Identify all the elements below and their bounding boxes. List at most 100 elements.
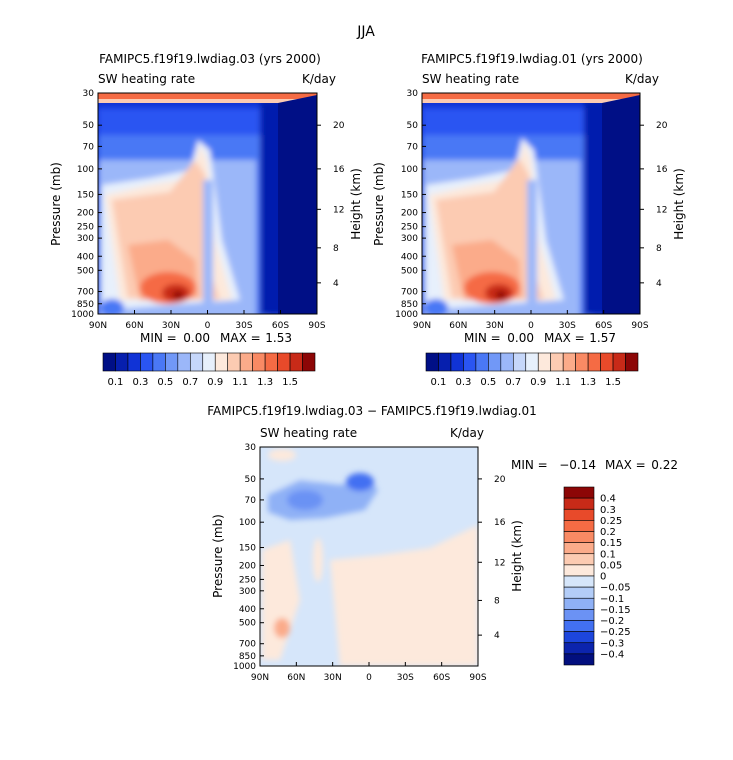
colorbar-label: 0.1	[108, 377, 124, 388]
panel-1-y-right-tick-labels: 20 16 12 8 4	[317, 121, 345, 289]
panel-3-ylabel-right: Height (km)	[510, 520, 524, 591]
x-tick-label: 60S	[595, 321, 612, 331]
panel-3-colorbar: 0.40.30.250.20.150.10.050−0.05−0.1−0.15−…	[563, 486, 631, 666]
panel-1-x-tick-labels: 90N 60N 30N 0 30S 60S 90S	[89, 310, 326, 331]
panel-3-top-left-pink	[268, 449, 296, 461]
panel-1-top-pale-band	[98, 99, 317, 103]
x-tick-label: 90N	[251, 673, 269, 683]
y-right-tick-label: 12	[656, 205, 667, 215]
colorbar-swatch	[425, 352, 439, 372]
panel-1-equator-cold	[203, 180, 213, 314]
panel-2-ylabel-right: Height (km)	[672, 168, 686, 239]
y-tick-label: 700	[77, 288, 94, 298]
colorbar-swatch	[625, 352, 639, 372]
y-tick-label: 300	[401, 234, 418, 244]
colorbar-swatch	[127, 352, 141, 372]
y-tick-label: 70	[245, 496, 257, 506]
colorbar-swatch	[239, 352, 253, 372]
panel-2-top-pale-band	[422, 99, 640, 103]
colorbar-swatch	[475, 352, 489, 372]
y-tick-label: 250	[239, 575, 256, 585]
x-tick-label: 30N	[324, 673, 342, 683]
y-tick-label: 100	[401, 165, 418, 175]
y-right-tick-label: 8	[494, 596, 500, 606]
x-tick-label: 60N	[287, 673, 305, 683]
panel-2: FAMIPC5.f19f19.lwdiag.01 (yrs 2000) SW h…	[372, 52, 686, 388]
colorbar-label: 0.4	[600, 494, 616, 505]
colorbar-swatch	[302, 352, 316, 372]
y-right-tick-label: 12	[494, 558, 505, 568]
colorbar-label: 0.5	[157, 377, 173, 388]
colorbar-swatch	[500, 352, 514, 372]
colorbar-swatch	[563, 575, 595, 588]
colorbar-swatch	[563, 520, 595, 532]
panel-3-upper-blue-core	[287, 490, 323, 510]
y-tick-label: 700	[239, 640, 256, 650]
x-tick-label: 0	[366, 673, 372, 683]
colorbar-swatch	[563, 553, 595, 566]
x-tick-label: 30S	[235, 321, 252, 331]
y-tick-label: 50	[407, 121, 419, 131]
panel-1-deep-south	[278, 95, 317, 314]
figure-title: JJA	[356, 24, 375, 40]
colorbar-label: 0.7	[182, 377, 198, 388]
panel-1-dark-core	[173, 291, 183, 299]
x-tick-label: 90S	[308, 321, 325, 331]
colorbar-swatch	[227, 352, 241, 372]
y-tick-label: 100	[77, 165, 94, 175]
y-tick-label: 150	[401, 190, 418, 200]
colorbar-swatch	[563, 586, 595, 599]
panel-2-polar-blob	[424, 299, 448, 314]
y-tick-label: 1000	[71, 310, 94, 320]
panel-2-heatmap	[422, 93, 640, 314]
colorbar-swatch	[563, 542, 595, 555]
y-tick-label: 400	[401, 252, 418, 262]
panel-1-left-label: SW heating rate	[98, 72, 195, 86]
y-right-tick-label: 16	[656, 165, 668, 175]
y-right-tick-label: 16	[494, 518, 506, 528]
colorbar-label: 0.3	[455, 377, 471, 388]
colorbar-label: −0.2	[600, 616, 624, 627]
panel-2-equator-cold	[527, 180, 537, 314]
colorbar-label: 0.15	[600, 538, 622, 549]
panel-1-right-label: K/day	[302, 72, 336, 86]
colorbar-swatch	[587, 352, 601, 372]
panel-3-pink-streak-1	[313, 538, 323, 582]
colorbar-label: 0	[600, 572, 606, 583]
x-tick-label: 90N	[413, 321, 431, 331]
x-tick-label: 0	[528, 321, 534, 331]
panel-2-min-label: MIN =	[464, 331, 501, 345]
x-tick-label: 30N	[486, 321, 504, 331]
colorbar-swatch	[563, 497, 595, 510]
panel-2-max-label: MAX =	[544, 331, 585, 345]
y-tick-label: 850	[239, 652, 256, 662]
y-tick-label: 300	[77, 234, 94, 244]
y-tick-label: 200	[239, 561, 256, 571]
colorbar-label: 0.25	[600, 516, 622, 527]
colorbar-swatch	[575, 352, 589, 372]
colorbar-label: 0.05	[600, 560, 622, 571]
panel-2-y-right-tick-labels: 20 16 12 8 4	[640, 121, 668, 289]
colorbar-swatch	[563, 531, 595, 543]
colorbar-label: 1.3	[580, 377, 596, 388]
colorbar-swatch	[563, 631, 595, 644]
y-tick-label: 400	[77, 252, 94, 262]
colorbar-label: −0.25	[600, 627, 631, 638]
y-tick-label: 300	[239, 587, 256, 597]
colorbar-swatch	[563, 597, 595, 610]
x-tick-label: 30S	[397, 673, 414, 683]
colorbar-swatch	[165, 352, 179, 372]
colorbar-swatch	[563, 609, 595, 621]
y-tick-label: 30	[245, 443, 257, 453]
x-tick-label: 90S	[469, 673, 486, 683]
colorbar-label: 0.5	[480, 377, 496, 388]
colorbar-swatch	[463, 352, 477, 372]
colorbar-label: 1.1	[232, 377, 248, 388]
panel-3-y-right-tick-labels: 20 16 12 8 4	[478, 475, 506, 641]
x-tick-label: 90S	[631, 321, 648, 331]
colorbar-swatch	[189, 352, 204, 372]
colorbar-label: 0.1	[431, 377, 447, 388]
colorbar-swatch	[563, 486, 595, 499]
